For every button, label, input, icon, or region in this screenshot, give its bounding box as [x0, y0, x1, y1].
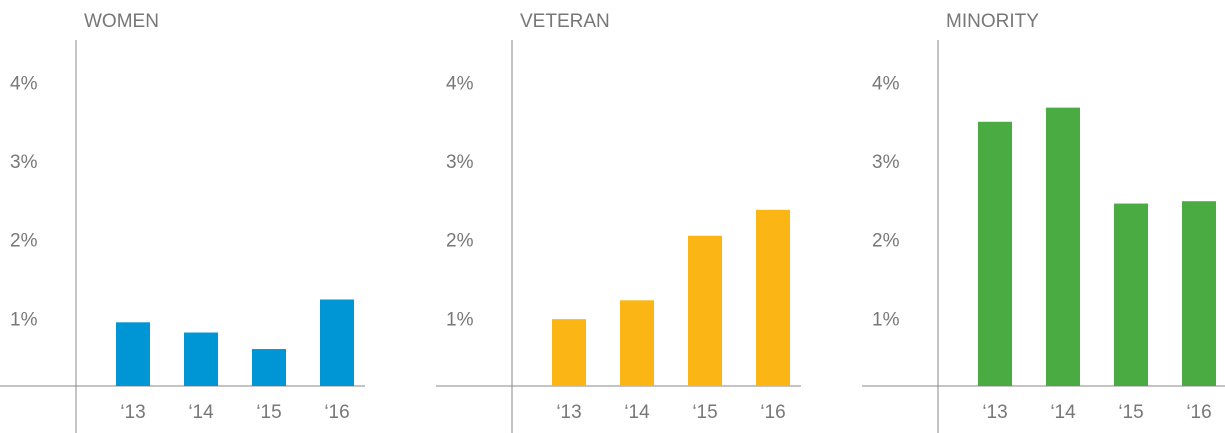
bar — [620, 300, 654, 386]
bar — [184, 332, 218, 386]
x-tick-label: ‘15 — [692, 402, 717, 423]
x-tick-label: ‘14 — [188, 402, 214, 423]
bar — [116, 322, 150, 386]
x-tick-label: ‘15 — [1118, 402, 1143, 423]
x-tick-label: ‘13 — [982, 402, 1007, 423]
bar — [320, 299, 354, 386]
bar — [1114, 203, 1148, 386]
bar — [1182, 201, 1216, 386]
y-tick-label: 2% — [872, 231, 900, 252]
y-tick-label: 3% — [446, 152, 474, 173]
y-tick-label: 4% — [872, 73, 900, 94]
y-tick-label: 3% — [872, 152, 900, 173]
x-tick-label: ‘13 — [556, 402, 581, 423]
bar — [756, 209, 790, 386]
chart-title: VETERAN — [520, 11, 610, 32]
x-tick-label: ‘16 — [1186, 402, 1211, 423]
bar — [978, 121, 1012, 387]
bar — [1046, 107, 1080, 387]
y-tick-label: 1% — [872, 309, 900, 330]
bar — [252, 349, 286, 386]
y-tick-label: 1% — [446, 309, 474, 330]
chart-title: MINORITY — [946, 11, 1039, 32]
y-tick-label: 1% — [10, 309, 38, 330]
x-tick-label: ‘14 — [624, 402, 650, 423]
x-tick-label: ‘13 — [120, 402, 145, 423]
x-tick-label: ‘14 — [1050, 402, 1076, 423]
y-tick-label: 2% — [446, 231, 474, 252]
y-tick-label: 4% — [446, 73, 474, 94]
chart-title: WOMEN — [84, 11, 159, 32]
x-tick-label: ‘16 — [324, 402, 349, 423]
y-tick-label: 3% — [10, 152, 38, 173]
y-tick-label: 4% — [10, 73, 38, 94]
bar — [552, 319, 586, 386]
x-tick-label: ‘15 — [256, 402, 281, 423]
bar — [688, 235, 722, 386]
y-tick-label: 2% — [10, 231, 38, 252]
x-tick-label: ‘16 — [760, 402, 785, 423]
